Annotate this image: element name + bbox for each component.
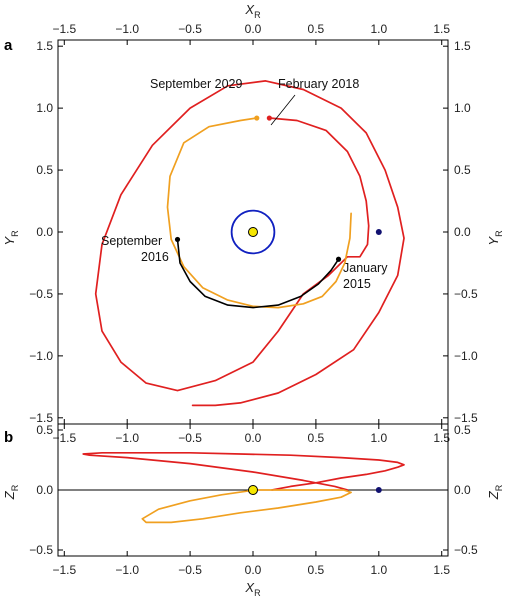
y-tick-label-left: −0.5 (29, 287, 53, 301)
annotation-january-2015: January (343, 261, 388, 275)
x-tick-label-top: 1.0 (370, 22, 387, 36)
panel-letter-b: b (4, 429, 13, 446)
x-tick-label-top: −0.5 (178, 22, 202, 36)
y-tick-label-left: −1.5 (29, 411, 53, 425)
point-february-2018 (266, 115, 272, 121)
annotation-january-2015: 2015 (343, 277, 371, 291)
x-tick-label-bottom: 1.5 (433, 563, 450, 577)
x-axis-label-bottom: XR (244, 580, 261, 598)
y-tick-label-right: 0.0 (454, 225, 471, 239)
x-tick-label-top: −1.0 (115, 22, 139, 36)
point-sun (248, 485, 258, 495)
point-january-2015 (335, 256, 342, 262)
x-tick-label-bottom: 1.0 (370, 563, 387, 577)
x-tick-label-bottom: 0.5 (308, 563, 325, 577)
annotation-leader-february-2018 (270, 94, 296, 126)
x-tick-label-bottom: 0.0 (245, 431, 262, 445)
y-tick-label-right: 0.5 (454, 163, 471, 177)
y-tick-label-right: 0.0 (454, 483, 471, 497)
y-tick-label-left: −0.5 (29, 543, 53, 557)
y-tick-label-right: −1.0 (454, 349, 478, 363)
x-axis-label-top: XR (244, 2, 261, 20)
panel-letter-a: a (4, 37, 13, 54)
z-axis-label-right: ZR (486, 484, 504, 500)
z-axis-label-left: ZR (2, 484, 20, 500)
annotation-february-2018: February 2018 (278, 77, 359, 91)
y-tick-label-left: 0.0 (36, 483, 53, 497)
y-tick-label-left: 1.5 (36, 39, 53, 53)
y-axis-label-right: YR (486, 230, 504, 246)
y-tick-label-right: 1.5 (454, 39, 471, 53)
x-tick-label-bottom: −0.5 (178, 563, 202, 577)
orbit-track-series-0 (94, 80, 405, 407)
x-tick-label-bottom: −0.5 (178, 431, 202, 445)
x-tick-label-top: 1.5 (433, 22, 450, 36)
x-tick-label-top: 0.0 (245, 22, 262, 36)
orbit-circle-series-3 (230, 209, 276, 255)
x-tick-label-bottom: 1.0 (370, 431, 387, 445)
x-tick-label-bottom: 1.5 (433, 431, 450, 445)
point-navy-point (375, 229, 382, 235)
y-tick-label-left: 1.0 (36, 101, 53, 115)
point-sun (248, 227, 258, 237)
annotation-september-2029: September 2029 (150, 77, 242, 91)
y-tick-label-right: −0.5 (454, 543, 478, 557)
y-axis-label-left: YR (2, 230, 20, 246)
annotation-september-2016: September (101, 234, 162, 248)
point-navy-point (375, 487, 382, 493)
panel-b: −1.5 −1.0 −0.5 0.0 0.5 1.0 1.5 −0.5 −0.5 0.0 0.0 0.… (2, 423, 504, 598)
annotation-september-2016: 2016 (141, 250, 169, 264)
x-tick-label-bottom: −1.0 (115, 431, 139, 445)
x-tick-label-bottom: −1.5 (52, 563, 76, 577)
point-september-2029 (254, 115, 260, 121)
x-tick-label-bottom: 0.0 (245, 563, 262, 577)
orbit-track-series-0 (82, 451, 405, 491)
y-tick-label-left: 0.5 (36, 423, 53, 437)
y-tick-label-right: −0.5 (454, 287, 478, 301)
x-tick-label-top: −1.5 (52, 22, 76, 36)
y-tick-label-right: 0.5 (454, 423, 471, 437)
x-tick-label-bottom: −1.0 (115, 563, 139, 577)
x-tick-label-bottom: −1.5 (52, 431, 76, 445)
y-tick-label-left: 0.0 (36, 225, 53, 239)
x-tick-label-top: 0.5 (308, 22, 325, 36)
y-tick-label-left: 0.5 (36, 163, 53, 177)
orbit-track-series-2 (176, 238, 340, 309)
orbit-track-series-1 (141, 489, 352, 524)
orbit-track-series-1 (166, 117, 352, 309)
y-tick-label-right: 1.0 (454, 101, 471, 115)
y-tick-label-left: −1.0 (29, 349, 53, 363)
panel-a: −1.5 −1.5 −1.0 −1.0 −0.5 −0.5 0.0 0.0 0.5 0.5 1.0 1… (2, 2, 504, 445)
point-september-2016 (174, 236, 181, 243)
x-tick-label-bottom: 0.5 (308, 431, 325, 445)
y-tick-label-right: −1.5 (454, 411, 478, 425)
